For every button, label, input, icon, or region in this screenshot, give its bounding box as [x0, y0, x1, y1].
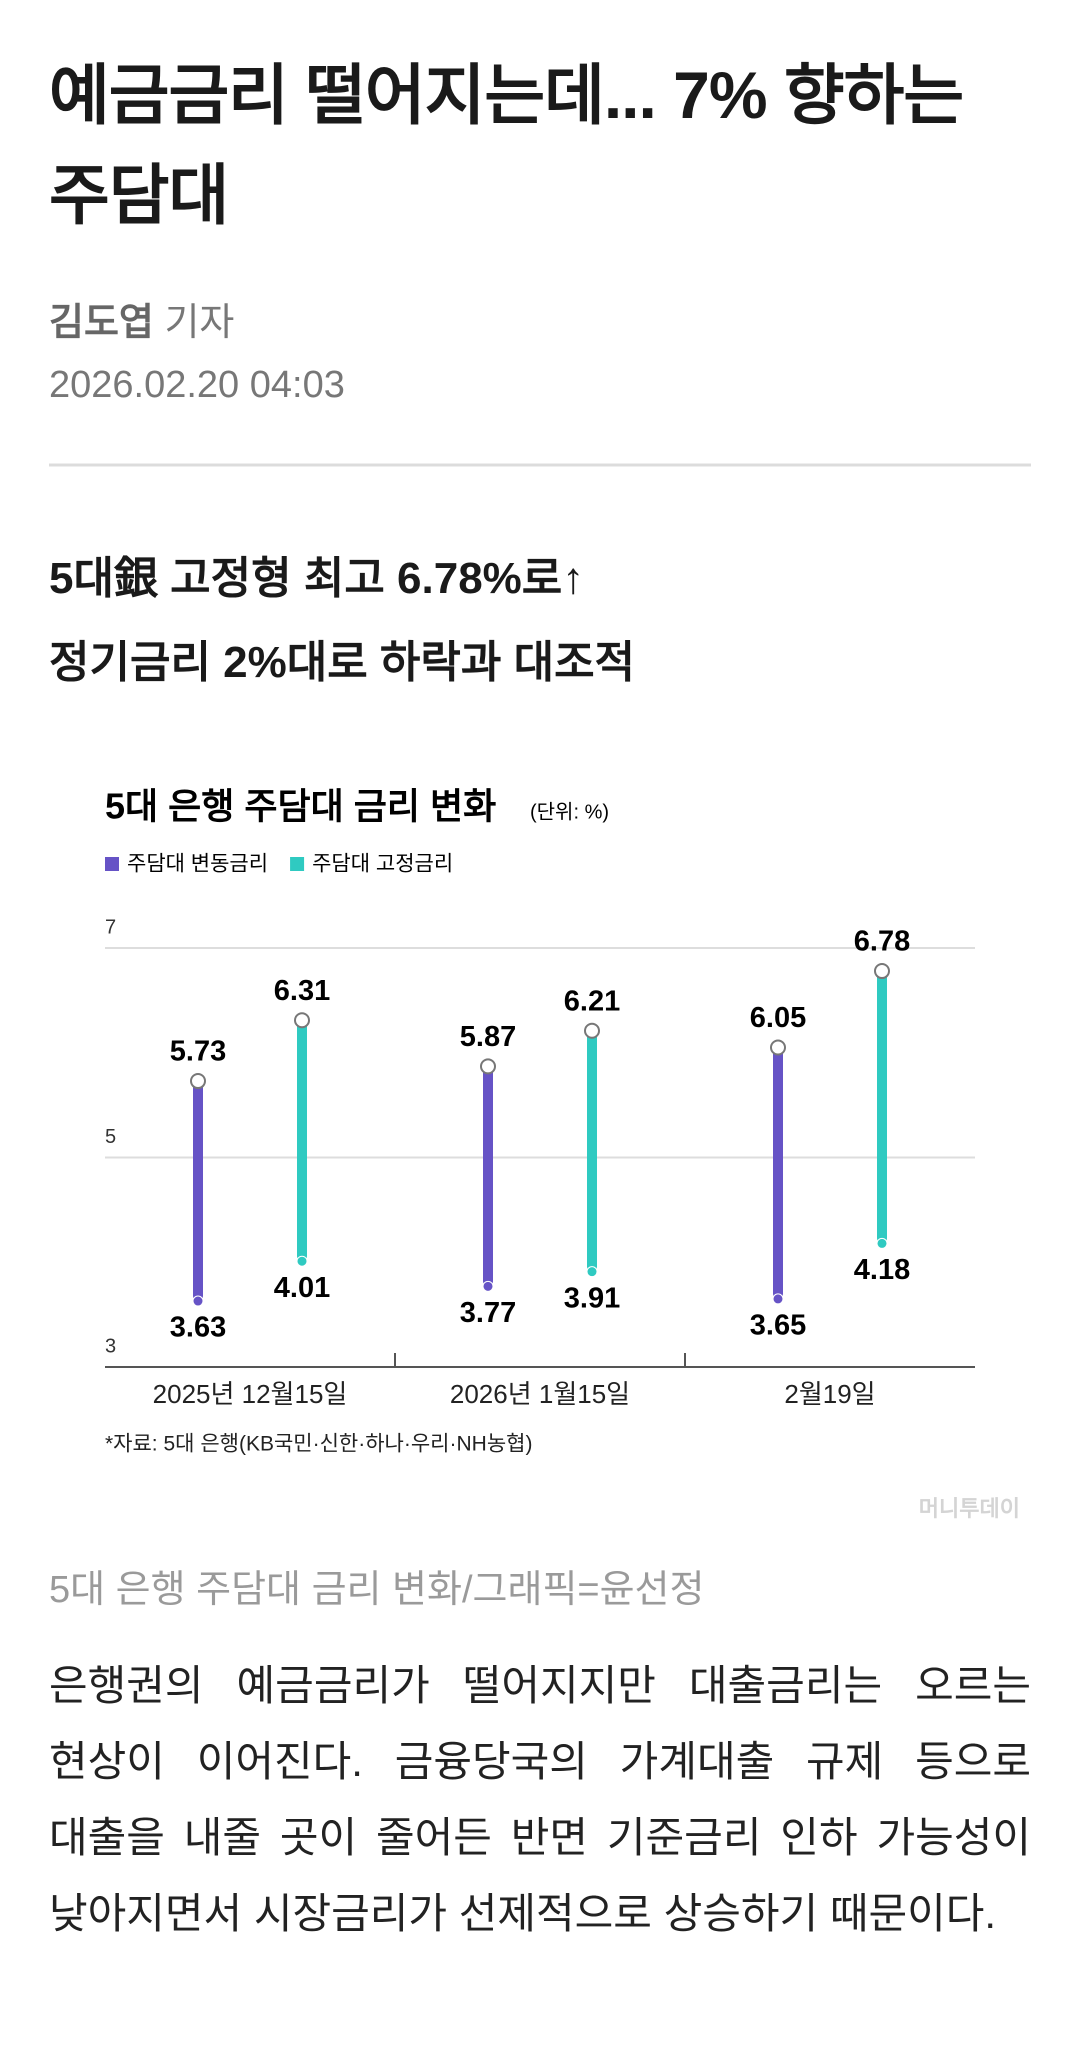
range-bar [297, 1020, 307, 1262]
value-label: 3.65 [750, 1310, 806, 1342]
subtitle: 5대銀 고정형 최고 6.78%로↑ [49, 554, 585, 603]
high-marker [584, 1022, 600, 1039]
low-marker [296, 1255, 308, 1267]
high-marker [480, 1058, 496, 1075]
date: 2026.02.20 04:03 [49, 364, 345, 406]
source-note: *자료: 5대 은행(KB국민·신한·하나·우리·NH농협) [105, 1433, 532, 1456]
low-marker [586, 1266, 598, 1278]
value-label: 6.05 [750, 1002, 806, 1034]
role: 기자 [164, 302, 235, 344]
headline: 주담대 [49, 158, 229, 232]
low-marker [876, 1237, 888, 1249]
range-bar [587, 1030, 597, 1272]
value-label: 4.18 [854, 1254, 910, 1286]
chart-title: 5대 은행 주담대 금리 변화 [105, 786, 496, 827]
body-text: 은행권의 예금금리가 떨어지지만 대출금리는 오르는 현상이 이어진다. 금융당… [49, 1662, 1031, 1937]
author: 김도엽 [49, 302, 154, 344]
high-marker [190, 1073, 206, 1090]
watermark: 머니투데이 [919, 1496, 1020, 1521]
value-label: 3.91 [564, 1282, 620, 1314]
low-marker [192, 1295, 204, 1307]
value-label: 3.77 [460, 1297, 516, 1329]
high-marker [770, 1039, 786, 1056]
value-label: 5.87 [460, 1021, 516, 1053]
range-bar [877, 971, 887, 1244]
high-marker [294, 1012, 310, 1029]
legend-swatch [290, 857, 305, 871]
y-tick-label: 5 [105, 1126, 116, 1148]
range-bar [483, 1066, 493, 1287]
y-tick-label: 7 [105, 916, 116, 938]
range-bar [773, 1047, 783, 1299]
value-label: 6.31 [274, 975, 330, 1007]
x-tick-label: 2월19일 [784, 1379, 875, 1409]
value-label: 6.78 [854, 926, 910, 958]
value-label: 6.21 [564, 985, 620, 1017]
y-tick-label: 3 [105, 1335, 116, 1357]
subtitle: 정기금리 2%대로 하락과 대조적 [49, 638, 636, 687]
low-marker [772, 1293, 784, 1305]
value-label: 4.01 [274, 1272, 330, 1304]
x-tick-label: 2026년 1월15일 [450, 1379, 630, 1409]
value-label: 3.63 [170, 1312, 226, 1344]
legend-label: 주담대 고정금리 [312, 853, 453, 876]
high-marker [874, 963, 890, 980]
x-tick-label: 2025년 12월15일 [153, 1379, 348, 1409]
legend-swatch [105, 857, 119, 871]
headline: 예금금리 떨어지는데... 7% 향하는 [49, 58, 964, 132]
chart-unit: (단위: %) [530, 800, 609, 823]
range-bar [193, 1081, 203, 1302]
legend-label: 주담대 변동금리 [127, 853, 268, 876]
value-label: 5.73 [170, 1036, 226, 1068]
caption: 5대 은행 주담대 금리 변화/그래픽=윤선정 [49, 1569, 705, 1611]
low-marker [482, 1280, 494, 1292]
byline: 김도엽 기자 [49, 291, 234, 346]
